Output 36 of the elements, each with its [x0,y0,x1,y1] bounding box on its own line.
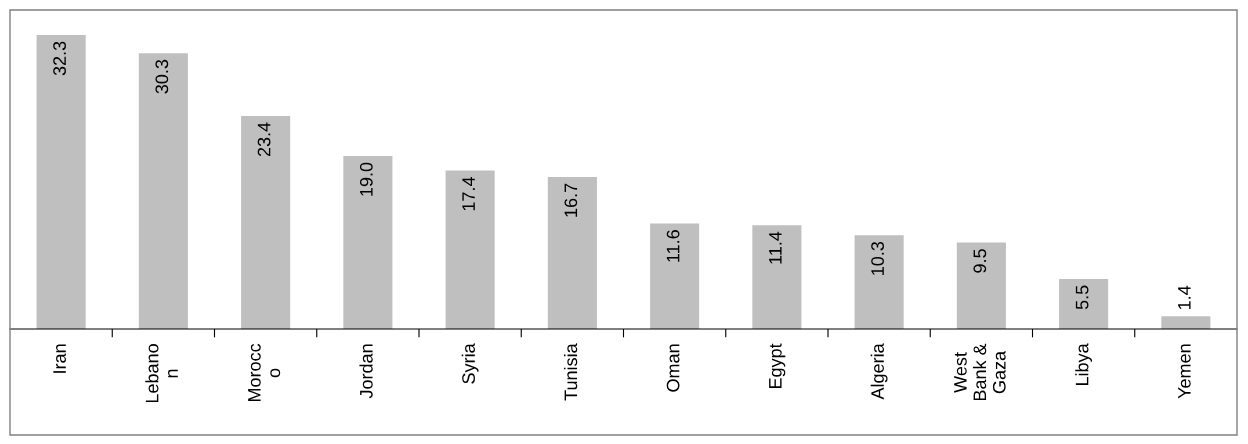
bar [854,235,904,329]
x-tick-label: Yemen [1178,344,1191,399]
data-label: 11.6 [666,230,680,262]
x-tick-label: Morocc o [248,343,281,402]
bar [1161,316,1211,329]
data-label: 32.3 [53,41,66,76]
x-tick-label: Jordan [359,344,373,399]
data-label: 1.4 [1178,285,1191,309]
bar [650,223,700,329]
data-label: 17.4 [462,177,475,211]
bar [1059,278,1109,329]
bar [138,53,188,329]
x-tick-label: Libya [1075,343,1093,386]
data-label: 11.4 [769,231,782,264]
x-tick-label: Oman [666,344,680,392]
bar [343,156,393,329]
x-tick-label: Lebano n [145,344,178,403]
x-tick-label: Tunisia [563,343,578,401]
bar [36,34,86,329]
data-label: 16.7 [564,183,578,217]
data-label: 9.5 [973,249,987,273]
data-label: 5.5 [1075,285,1089,310]
data-label: 10.3 [871,241,884,275]
data-label: 23.4 [257,122,271,157]
x-tick-label: Algeria [870,343,888,400]
bar [445,170,495,329]
x-tick-label: Iran [53,344,66,373]
x-tick-label: West Bank & Gaza [954,343,1006,401]
bar [956,242,1006,329]
x-tick-label: Egypt [769,343,786,389]
bar [241,116,291,329]
x-tick-label: Syria [461,343,479,384]
data-label: 30.3 [155,59,169,94]
bar [547,176,597,329]
data-label: 19.0 [359,162,373,196]
bar [752,225,802,329]
